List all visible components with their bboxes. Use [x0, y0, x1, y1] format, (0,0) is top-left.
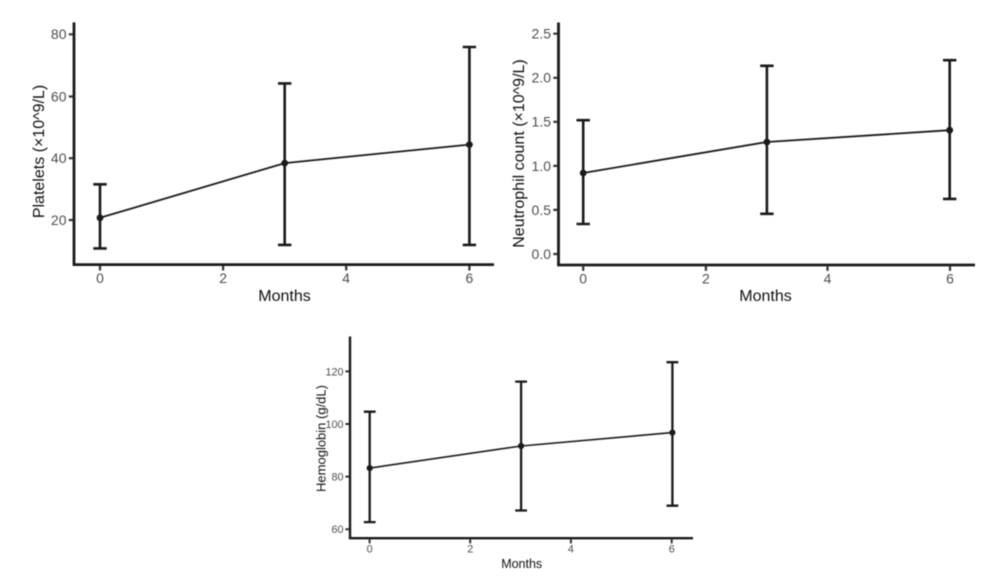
svg-text:Platelets (×10^9/L): Platelets (×10^9/L) — [31, 85, 48, 218]
svg-text:Months: Months — [258, 288, 310, 305]
svg-text:Months: Months — [501, 557, 542, 571]
svg-text:Months: Months — [739, 288, 791, 305]
svg-text:Neutrophil count (×10^9/L): Neutrophil count (×10^9/L) — [511, 59, 528, 248]
svg-text:2.52.01.51.00.50.0: 2.5 2.0 1.5 1.0 0.5 0.0 — [532, 26, 552, 262]
svg-text:Hemoglobin (g/dL): Hemoglobin (g/dL) — [314, 385, 329, 492]
